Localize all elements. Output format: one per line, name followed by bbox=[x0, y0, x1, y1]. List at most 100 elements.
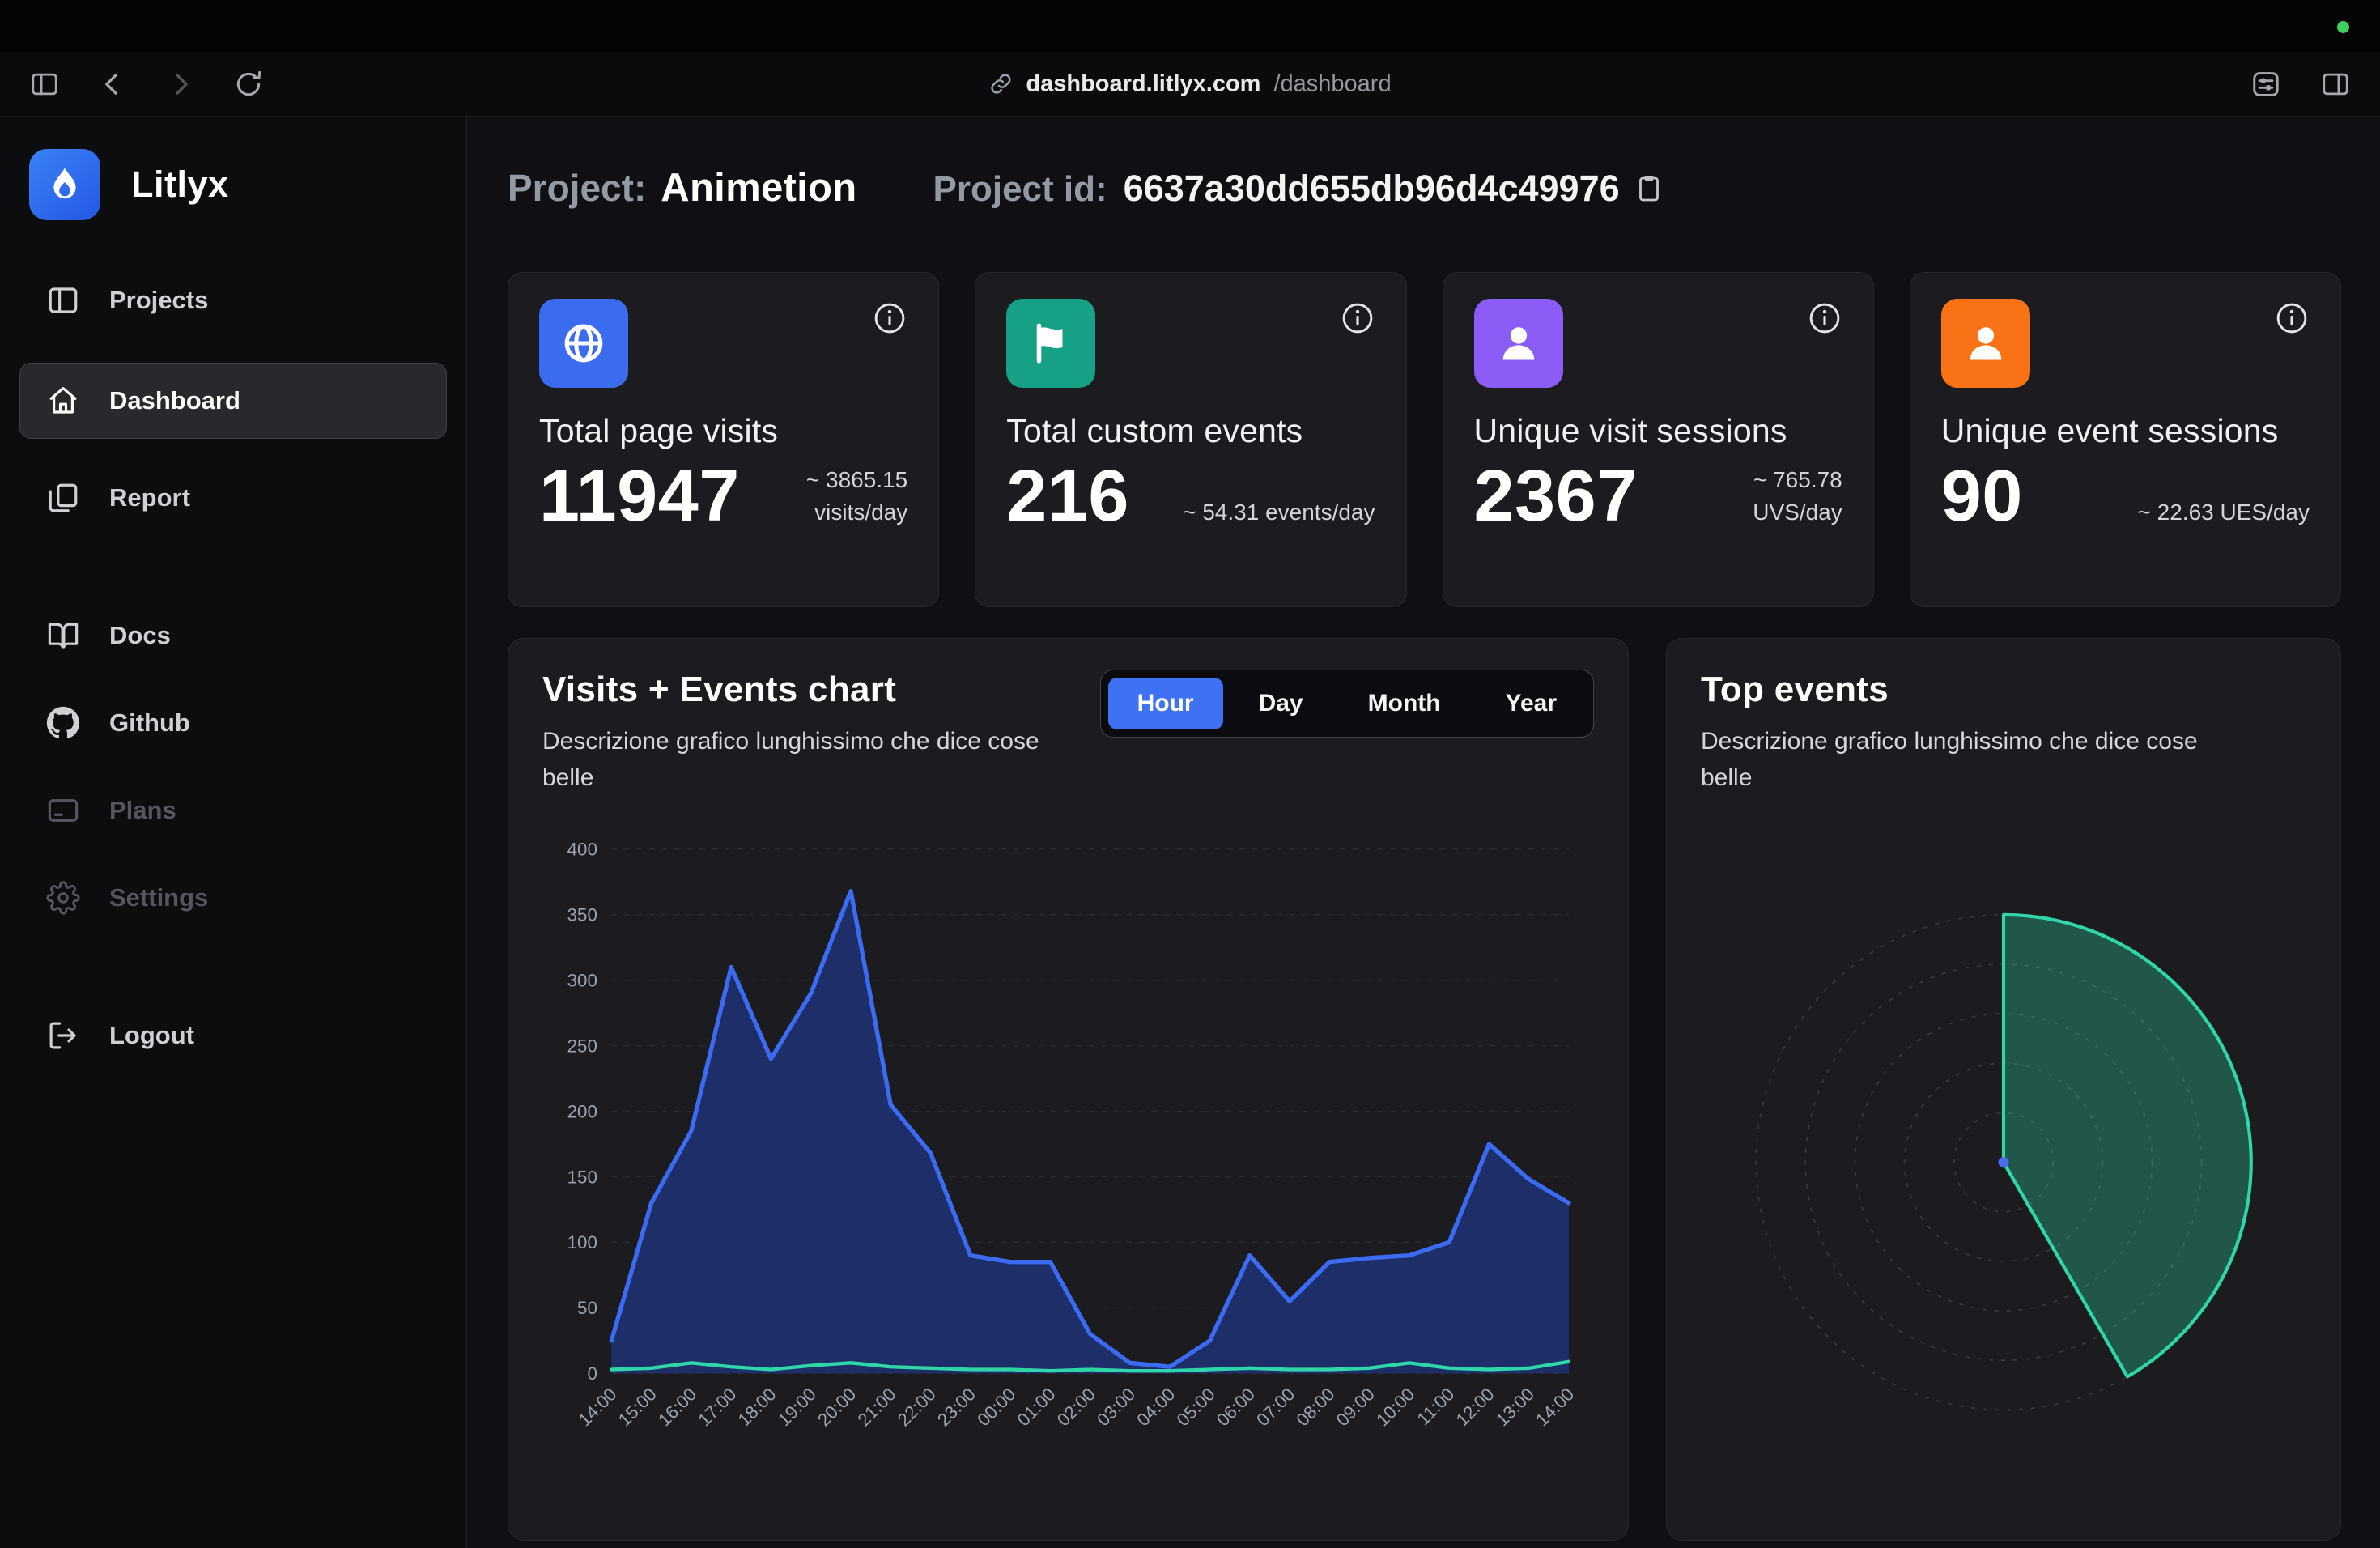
reload-icon[interactable] bbox=[233, 69, 264, 100]
svg-text:200: 200 bbox=[567, 1101, 597, 1121]
back-icon[interactable] bbox=[97, 69, 128, 100]
stat-card-total-custom-events: Total custom events 216 ~ 54.31 events/d… bbox=[975, 272, 1407, 607]
svg-text:22:00: 22:00 bbox=[894, 1384, 940, 1430]
stat-card-unique-visit-sessions: Unique visit sessions 2367 ~ 765.78 UVS/… bbox=[1442, 272, 1874, 607]
chart-title: Visits + Events chart bbox=[542, 670, 897, 709]
svg-text:21:00: 21:00 bbox=[853, 1384, 899, 1430]
charts-row: Visits + Events chart Descrizione grafic… bbox=[508, 638, 2341, 1541]
stat-sub: ~ 3865.15 visits/day bbox=[805, 466, 908, 525]
home-icon bbox=[49, 387, 77, 414]
svg-text:16:00: 16:00 bbox=[654, 1384, 700, 1430]
flag-icon bbox=[1006, 299, 1096, 388]
svg-text:00:00: 00:00 bbox=[973, 1384, 1019, 1430]
gear-icon bbox=[46, 881, 80, 915]
copy-project-id-icon[interactable] bbox=[1634, 173, 1664, 202]
user-icon bbox=[1473, 299, 1563, 388]
svg-text:300: 300 bbox=[567, 970, 597, 990]
svg-text:19:00: 19:00 bbox=[774, 1384, 820, 1430]
svg-text:18:00: 18:00 bbox=[734, 1384, 780, 1430]
stat-title: Unique visit sessions bbox=[1473, 412, 1787, 449]
top-events-card: Top events Descrizione grafico lunghissi… bbox=[1666, 638, 2341, 1541]
sidebar-nav: Projects Dashboard Report Docs Github Pl… bbox=[19, 262, 447, 1085]
url-host: dashboard.litlyx.com bbox=[1026, 70, 1261, 96]
project-id: 6637a30dd655db96d4c49976 bbox=[1123, 168, 1620, 209]
tab-year[interactable]: Year bbox=[1477, 678, 1586, 729]
report-icon bbox=[49, 483, 78, 512]
svg-text:07:00: 07:00 bbox=[1252, 1384, 1298, 1430]
sidebar-item-report[interactable]: Report bbox=[19, 460, 447, 536]
stat-title: Total page visits bbox=[539, 412, 779, 449]
brand-name: Litlyx bbox=[131, 164, 229, 205]
brand: Litlyx bbox=[19, 149, 447, 220]
stat-value: 11947 bbox=[539, 456, 740, 537]
sidebar-item-settings[interactable]: Settings bbox=[19, 860, 447, 936]
address-bar[interactable]: dashboard.litlyx.com/dashboard bbox=[988, 70, 1392, 97]
svg-text:400: 400 bbox=[567, 840, 597, 860]
page-header: Project: Animetion Project id: 6637a30dd… bbox=[508, 165, 2341, 211]
stats-row: Total page visits 11947 ~ 3865.15 visits… bbox=[508, 272, 2341, 607]
project-id-label: Project id: bbox=[933, 169, 1107, 209]
sidebar-item-projects[interactable]: Projects bbox=[19, 262, 447, 338]
sidebar-toggle-icon[interactable] bbox=[29, 69, 60, 100]
page-settings-icon[interactable] bbox=[2250, 69, 2281, 100]
svg-text:09:00: 09:00 bbox=[1332, 1384, 1379, 1430]
svg-text:03:00: 03:00 bbox=[1093, 1384, 1139, 1430]
sidebar: Litlyx Projects Dashboard Report Docs Gi bbox=[0, 117, 467, 1548]
litlyx-logo bbox=[29, 149, 100, 220]
stat-value: 2367 bbox=[1473, 456, 1638, 537]
user-icon bbox=[1940, 299, 2030, 388]
link-icon bbox=[988, 72, 1013, 96]
flame-icon bbox=[53, 168, 76, 199]
info-icon[interactable] bbox=[2274, 300, 2310, 336]
svg-text:11:00: 11:00 bbox=[1413, 1384, 1458, 1429]
svg-text:250: 250 bbox=[567, 1036, 597, 1056]
sidebar-item-logout[interactable]: Logout bbox=[19, 997, 447, 1074]
stat-title: Total custom events bbox=[1006, 412, 1303, 449]
svg-text:23:00: 23:00 bbox=[933, 1384, 980, 1430]
stat-value: 90 bbox=[1940, 456, 2023, 537]
card-icon bbox=[48, 799, 79, 822]
svg-text:06:00: 06:00 bbox=[1213, 1384, 1259, 1430]
stat-sub: ~ 765.78 UVS/day bbox=[1753, 466, 1842, 525]
github-icon bbox=[46, 706, 80, 739]
info-icon[interactable] bbox=[872, 300, 907, 336]
sidebar-item-docs[interactable]: Docs bbox=[19, 598, 447, 674]
forward-icon[interactable] bbox=[165, 69, 196, 100]
sidebar-item-dashboard[interactable]: Dashboard bbox=[19, 363, 447, 439]
svg-text:150: 150 bbox=[567, 1167, 597, 1187]
project-label: Project: bbox=[508, 167, 647, 209]
svg-text:12:00: 12:00 bbox=[1452, 1384, 1498, 1430]
sidebar-item-github[interactable]: Github bbox=[19, 685, 447, 761]
book-icon bbox=[48, 623, 79, 649]
stat-value: 216 bbox=[1006, 456, 1129, 537]
visits-events-chart-card: Visits + Events chart Descrizione grafic… bbox=[508, 638, 1629, 1541]
info-icon[interactable] bbox=[1340, 300, 1375, 336]
window-titlebar bbox=[0, 0, 2380, 52]
stat-sub: ~ 22.63 UES/day bbox=[2137, 500, 2310, 525]
tab-hour[interactable]: Hour bbox=[1107, 678, 1223, 729]
sidebar-item-plans[interactable]: Plans bbox=[19, 772, 447, 848]
svg-text:01:00: 01:00 bbox=[1014, 1384, 1060, 1430]
project-name: Animetion bbox=[661, 166, 857, 210]
info-icon[interactable] bbox=[1807, 300, 1842, 336]
main-content: Project: Animetion Project id: 6637a30dd… bbox=[467, 117, 2380, 1548]
url-path: /dashboard bbox=[1273, 70, 1392, 96]
sidebar-right-icon[interactable] bbox=[2320, 69, 2351, 100]
svg-text:13:00: 13:00 bbox=[1492, 1384, 1538, 1430]
window-status-dot bbox=[2337, 21, 2349, 33]
top-events-description: Descrizione grafico lunghissimo che dice… bbox=[1701, 728, 2198, 791]
browser-toolbar: dashboard.litlyx.com/dashboard bbox=[0, 52, 2380, 117]
svg-text:20:00: 20:00 bbox=[814, 1384, 860, 1430]
tab-month[interactable]: Month bbox=[1339, 678, 1470, 729]
top-events-title: Top events bbox=[1701, 670, 1889, 709]
svg-text:14:00: 14:00 bbox=[574, 1384, 620, 1430]
svg-text:02:00: 02:00 bbox=[1053, 1384, 1099, 1430]
tab-day[interactable]: Day bbox=[1230, 678, 1332, 729]
logout-icon bbox=[49, 1022, 76, 1049]
svg-text:05:00: 05:00 bbox=[1173, 1384, 1219, 1430]
stat-card-total-page-visits: Total page visits 11947 ~ 3865.15 visits… bbox=[508, 272, 940, 607]
visits-events-area-chart: 05010015020025030035040014:0015:0016:001… bbox=[567, 840, 1579, 1431]
svg-text:50: 50 bbox=[577, 1298, 597, 1318]
svg-text:100: 100 bbox=[567, 1232, 597, 1252]
stat-title: Unique event sessions bbox=[1940, 412, 2279, 449]
